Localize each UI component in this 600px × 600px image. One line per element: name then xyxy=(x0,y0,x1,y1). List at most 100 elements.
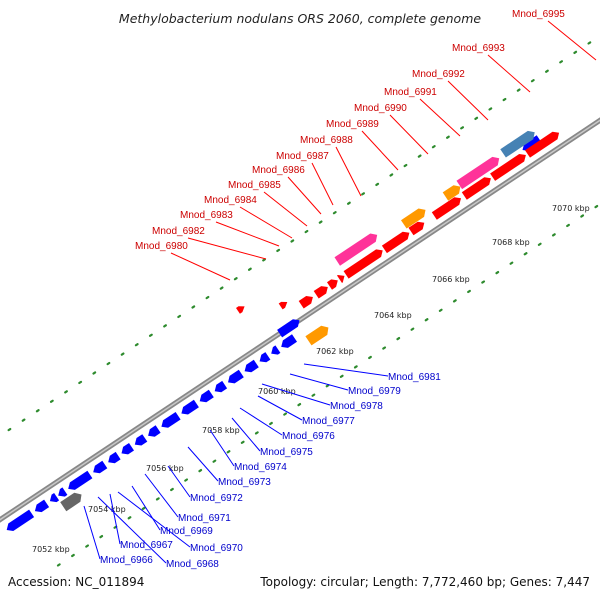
reverse-leader-line xyxy=(261,383,331,406)
lower-tick-dot xyxy=(580,214,585,218)
forward-leader-line xyxy=(547,20,597,61)
forward-gene-label: Mnod_6991 xyxy=(384,87,437,98)
upper-tick-dot xyxy=(375,182,380,187)
lower-tick-dot xyxy=(240,440,245,444)
upper-tick-dot xyxy=(332,211,337,215)
reverse-gene-label: Mnod_6975 xyxy=(260,447,313,458)
forward-gene-arrow xyxy=(313,286,328,299)
reverse-leader-line xyxy=(83,505,101,560)
reverse-leader-line xyxy=(289,373,349,391)
reverse-leader-line xyxy=(131,485,161,531)
genome-summary-text: Topology: circular; Length: 7,772,460 bp… xyxy=(259,575,590,589)
upper-tick-dot xyxy=(148,333,153,337)
reverse-gene-label: Mnod_6969 xyxy=(160,526,213,537)
lower-tick-dot xyxy=(509,261,514,265)
upper-tick-dot xyxy=(106,361,111,366)
upper-tick-dot xyxy=(276,248,281,253)
lower-tick-dot xyxy=(297,402,302,407)
forward-gene-label: Mnod_6993 xyxy=(452,43,505,54)
reverse-gene-arrow xyxy=(244,359,259,373)
forward-gene-label: Mnod_6992 xyxy=(412,69,465,80)
lower-tick-dot xyxy=(254,431,259,435)
reverse-gene-label: Mnod_6966 xyxy=(100,555,153,566)
lower-tick-dot xyxy=(353,365,358,369)
reverse-leader-line xyxy=(167,465,191,498)
reverse-gene-arrow xyxy=(68,470,93,490)
scale-label: 7060 kbp xyxy=(258,387,296,396)
reverse-gene-label: Mnod_6981 xyxy=(388,372,441,383)
forward-leader-line xyxy=(361,130,399,171)
forward-leader-line xyxy=(170,252,231,281)
upper-tick-dot xyxy=(191,305,196,309)
gene-features xyxy=(6,130,560,531)
forward-gene-label: Mnod_6987 xyxy=(276,151,329,162)
forward-gene-arrow xyxy=(525,131,560,158)
reverse-gene-arrow xyxy=(277,319,300,338)
forward-gene-label: Mnod_6983 xyxy=(180,210,233,221)
gray-feature xyxy=(60,492,82,512)
upper-tick-dot xyxy=(474,116,479,121)
reverse-gene-arrow xyxy=(6,509,35,531)
scale-tick-dots xyxy=(7,41,599,567)
reverse-leader-line xyxy=(257,395,303,421)
forward-gene-arrow xyxy=(298,296,313,309)
reverse-gene-arrow xyxy=(259,352,271,363)
lower-tick-dot xyxy=(311,393,316,397)
upper-tick-dot xyxy=(35,409,40,413)
lower-tick-dot xyxy=(382,346,387,350)
forward-gene-label: Mnod_6984 xyxy=(204,195,257,206)
reverse-gene-label: Mnod_6973 xyxy=(218,477,271,488)
lower-tick-dot xyxy=(71,553,75,558)
upper-tick-dot xyxy=(460,126,464,130)
forward-gene-arrow xyxy=(236,306,245,314)
lower-tick-dot xyxy=(184,478,189,482)
lower-tick-dot xyxy=(170,487,174,492)
forward-leader-line xyxy=(287,176,322,215)
forward-gene-label: Mnod_6982 xyxy=(152,226,205,237)
reverse-gene-arrow xyxy=(199,389,214,403)
reverse-gene-label: Mnod_6972 xyxy=(190,493,243,504)
upper-tick-dot xyxy=(219,286,224,290)
upper-tick-dot xyxy=(64,390,68,394)
forward-gene-label: Mnod_6985 xyxy=(228,180,281,191)
upper-tick-dot xyxy=(177,314,182,319)
reverse-gene-labels: Mnod_6981 Mnod_6979 Mnod_6978 Mnod_6977 Mnod… xyxy=(83,363,441,570)
forward-gene-arrow xyxy=(343,249,383,279)
reverse-gene-label: Mnod_6978 xyxy=(330,401,383,412)
reverse-leader-line xyxy=(97,496,167,564)
lower-tick-dot xyxy=(283,412,288,416)
reverse-gene-arrow xyxy=(121,443,134,455)
reverse-gene-arrow xyxy=(93,460,108,474)
reverse-gene-label: Mnod_6968 xyxy=(166,559,219,570)
upper-tick-dot xyxy=(92,371,97,375)
forward-gene-arrow xyxy=(278,301,288,310)
reverse-gene-arrow xyxy=(161,412,181,428)
reverse-gene-label: Mnod_6971 xyxy=(178,513,231,524)
reverse-gene-arrow xyxy=(522,135,542,151)
forward-leader-line xyxy=(389,114,429,155)
upper-tick-dot xyxy=(247,267,252,271)
lower-tick-dot xyxy=(495,270,500,275)
lower-tick-dot xyxy=(127,516,132,520)
forward-gene-label: Mnod_6989 xyxy=(326,119,379,130)
reverse-leader-line xyxy=(231,417,261,452)
orange-feature xyxy=(305,325,329,346)
upper-tick-dot xyxy=(163,324,167,328)
upper-tick-dot xyxy=(445,135,450,139)
lower-tick-dot xyxy=(481,280,486,284)
scale-label: 7052 kbp xyxy=(32,545,70,554)
forward-leader-line xyxy=(487,54,531,93)
lower-tick-dot xyxy=(396,336,401,341)
upper-tick-dot xyxy=(134,343,139,347)
lower-tick-dot xyxy=(212,459,217,463)
reverse-gene-label: Mnod_6976 xyxy=(282,431,335,442)
reverse-gene-label: Mnod_6979 xyxy=(348,386,401,397)
lower-tick-dot xyxy=(523,252,528,256)
scale-label: 7070 kbp xyxy=(552,204,590,213)
forward-gene-arrow xyxy=(408,221,425,236)
upper-tick-dot xyxy=(346,201,351,205)
lower-tick-dot xyxy=(99,534,104,539)
forward-gene-arrow xyxy=(337,275,345,283)
scale-label: 7064 kbp xyxy=(374,311,412,320)
upper-tick-dot xyxy=(530,79,535,83)
